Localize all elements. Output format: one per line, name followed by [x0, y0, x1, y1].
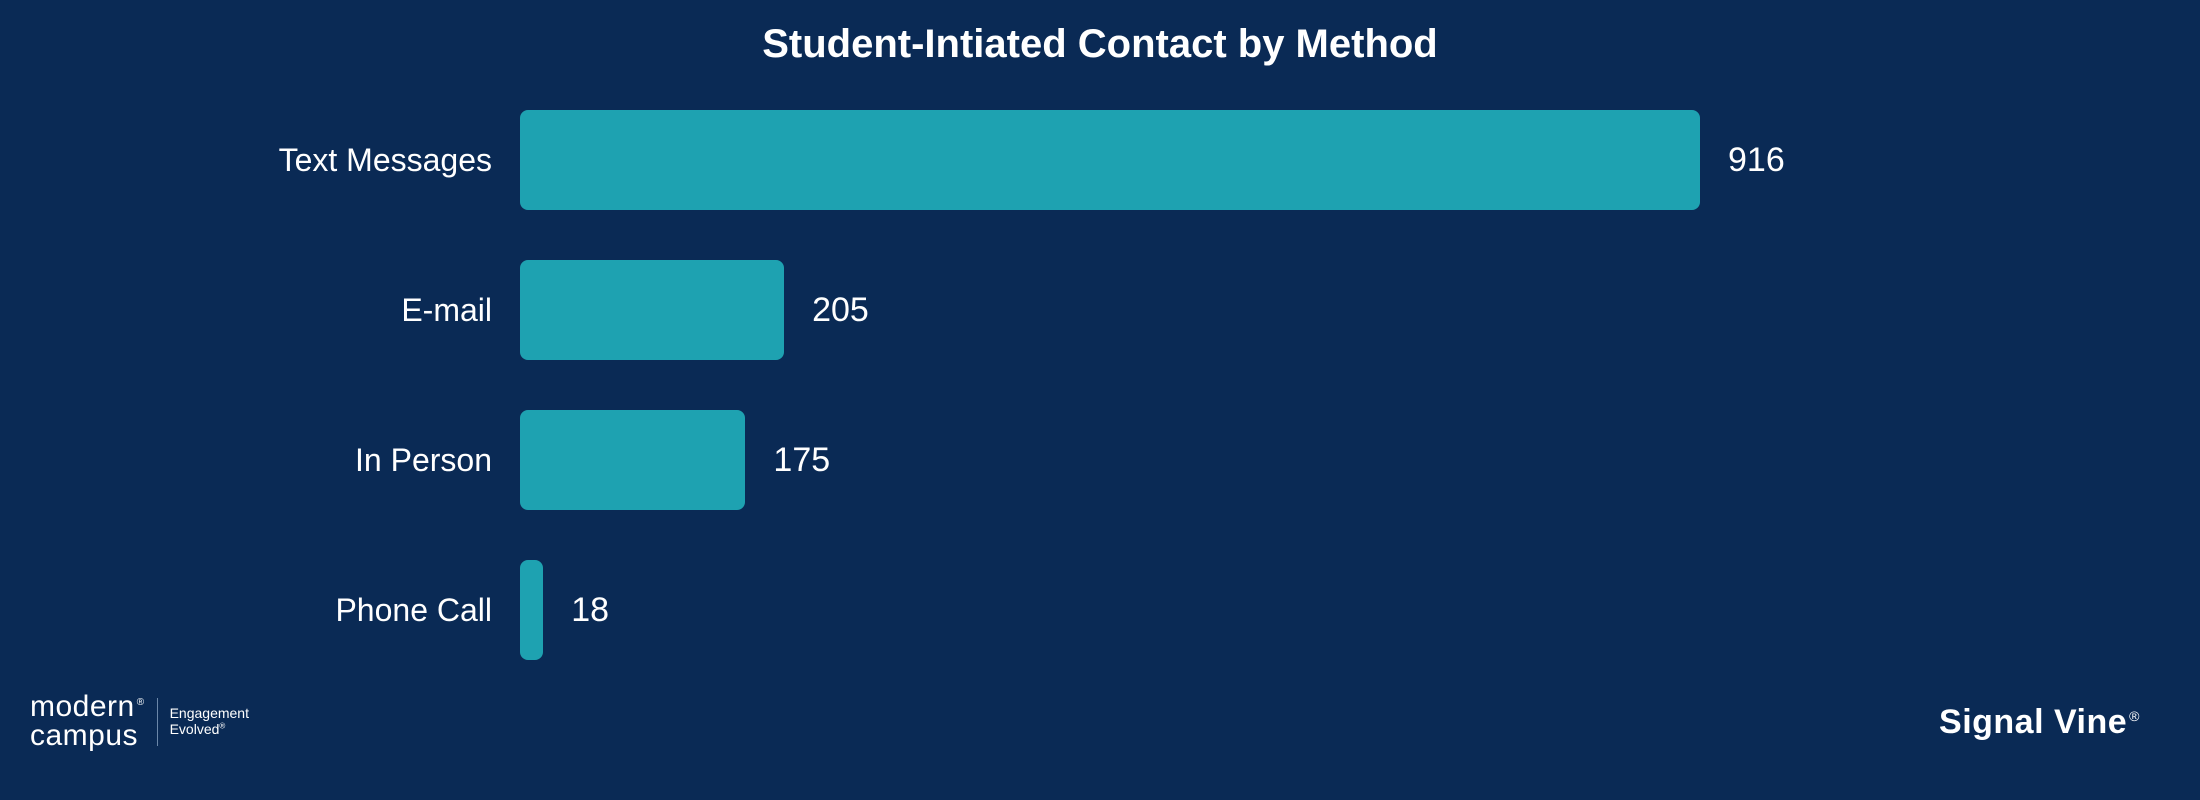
bar-chart: Text Messages916 E-mail205 In Person175 Pho… — [520, 110, 2020, 680]
bar — [520, 410, 745, 510]
tagline-line1: Engagement — [170, 706, 249, 721]
bar — [520, 260, 784, 360]
registered-mark: ® — [2127, 708, 2140, 724]
bar-row: E-mail205 — [520, 260, 869, 360]
brand-line2: campus — [30, 722, 145, 751]
bar — [520, 560, 543, 660]
modern-campus-wordmark: modern® campus — [30, 693, 145, 750]
category-label: In Person — [355, 442, 520, 479]
value-label: 205 — [784, 291, 869, 330]
value-label: 175 — [745, 441, 830, 480]
registered-mark: ® — [219, 721, 225, 730]
logo-divider — [157, 698, 158, 746]
bar — [520, 110, 1700, 210]
value-label: 916 — [1700, 141, 1785, 180]
signal-vine-text: Signal Vine — [1939, 703, 2127, 741]
tagline-line2: Evolved — [170, 721, 220, 737]
chart-title: Student-Intiated Contact by Method — [0, 22, 2200, 67]
modern-campus-logo: modern® campus Engagement Evolved® — [30, 693, 249, 750]
bar-row: Phone Call18 — [520, 560, 609, 660]
category-label: E-mail — [401, 292, 520, 329]
bar-row: Text Messages916 — [520, 110, 1785, 210]
chart-canvas: Student-Intiated Contact by Method Text … — [0, 0, 2200, 800]
signal-vine-logo: Signal Vine® — [1939, 703, 2140, 742]
value-label: 18 — [543, 591, 609, 630]
bar-row: In Person175 — [520, 410, 830, 510]
brand-tagline: Engagement Evolved® — [170, 706, 249, 737]
category-label: Text Messages — [279, 142, 520, 179]
category-label: Phone Call — [335, 592, 520, 629]
registered-mark: ® — [135, 697, 145, 708]
